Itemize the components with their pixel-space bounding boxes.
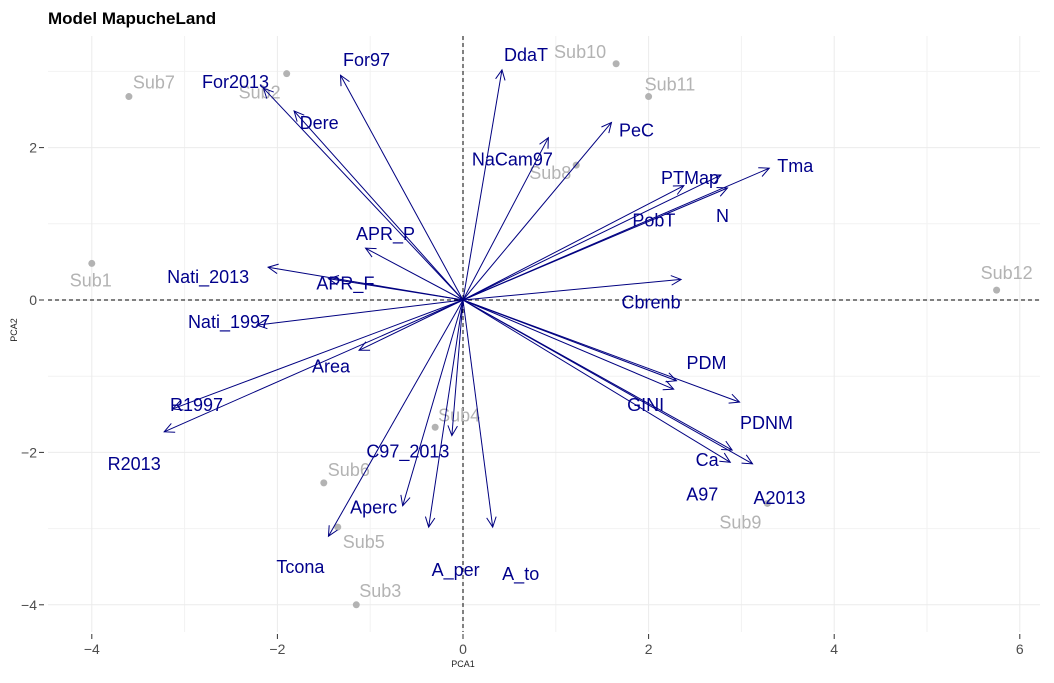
arrow-nacam97 <box>462 136 549 301</box>
arrow-for2013 <box>262 87 464 301</box>
observation-label-sub3: Sub3 <box>359 581 401 601</box>
arrow-a2013 <box>462 299 754 465</box>
variable-label-nati_2013: Nati_2013 <box>167 267 249 288</box>
arrow-tcona <box>327 299 464 538</box>
observation-label-sub4: Sub4 <box>438 405 480 425</box>
arrow-aperc <box>400 299 464 507</box>
observation-label-sub1: Sub1 <box>70 270 112 290</box>
variable-label-tcona: Tcona <box>276 557 325 577</box>
observation-point-sub3 <box>352 601 360 609</box>
chart-title: Model MapucheLand <box>48 9 216 28</box>
variable-label-ptmap: PTMap <box>661 168 719 188</box>
y-tick-label: −4 <box>21 597 37 613</box>
observation-point-sub9 <box>763 499 771 507</box>
arrow-a97 <box>462 299 732 463</box>
arrow-dere <box>293 110 464 301</box>
observation-label-sub5: Sub5 <box>343 532 385 552</box>
variable-label-ca: Ca <box>696 450 720 470</box>
variable-label-area: Area <box>312 356 351 376</box>
variable-label-dere: Dere <box>300 113 339 133</box>
x-axis-ticks: −4 −2 0 2 4 6 <box>84 634 1024 657</box>
variable-label-a_to: A_to <box>502 564 539 585</box>
observation-point-sub7 <box>125 93 133 101</box>
variable-label-apr_p: APR_P <box>356 224 415 245</box>
observation-label-sub10: Sub10 <box>554 42 606 62</box>
variable-label-r1997: R1997 <box>170 395 223 415</box>
variable-label-a2013: A2013 <box>754 488 806 508</box>
variable-label-a_per: A_per <box>432 560 480 581</box>
observation-point-sub2 <box>283 70 291 78</box>
variable-label-pdm: PDM <box>686 353 726 373</box>
variable-labels: For2013 For97 DdaT PeC Dere NaCam97 PTMap Tma Po… <box>108 45 815 585</box>
variable-label-c97_2013: C97_2013 <box>366 442 449 463</box>
variable-label-pdnm: PDNM <box>740 413 793 433</box>
variable-label-ddat: DdaT <box>504 45 548 65</box>
x-tick-label: 4 <box>830 641 838 657</box>
arrow-pobt <box>462 185 685 301</box>
observation-label-sub12: Sub12 <box>981 263 1033 283</box>
observation-label-sub8: Sub8 <box>529 163 571 183</box>
arrow-r1997 <box>171 299 464 411</box>
observation-point-sub12 <box>993 286 1001 294</box>
variable-label-aperc: Aperc <box>350 498 397 518</box>
observation-point-sub5 <box>334 523 342 531</box>
arrow-gini <box>462 299 675 391</box>
y-tick-label: 0 <box>29 292 37 308</box>
observation-label-sub11: Sub11 <box>645 75 696 95</box>
variable-label-pec: PeC <box>619 120 654 140</box>
variable-label-for97: For97 <box>343 50 390 70</box>
arrow-apr_p <box>364 247 464 301</box>
observation-point-sub4 <box>431 423 439 431</box>
arrow-for97 <box>339 74 464 301</box>
variable-label-cbrenb: Cbrenb <box>622 292 681 312</box>
arrow-ddat <box>462 68 506 301</box>
y-axis-ticks: −4 −2 0 2 <box>21 140 44 613</box>
arrow-nati_1997 <box>255 299 464 330</box>
variable-label-gini: GINI <box>627 395 664 415</box>
x-tick-label: −4 <box>84 641 100 657</box>
arrow-c97_2013 <box>447 299 464 437</box>
variable-label-pobt: PobT <box>632 211 675 231</box>
x-axis-title: PCA1 <box>451 659 475 669</box>
x-tick-label: −2 <box>269 641 285 657</box>
arrow-pdnm <box>462 299 741 404</box>
observation-points: Sub1 Sub2 Sub3 Sub4 Sub5 Sub6 Sub7 Sub8 Sub9 Sub1… <box>70 42 1033 609</box>
observation-label-sub2: Sub2 <box>239 83 281 103</box>
arrow-a_to <box>462 299 497 529</box>
observation-point-sub10 <box>612 60 620 68</box>
observation-label-sub9: Sub9 <box>719 512 761 532</box>
arrow-cbrenb <box>462 275 683 301</box>
variable-label-nacam97: NaCam97 <box>472 150 553 170</box>
minor-gridlines <box>48 36 1040 632</box>
variable-label-a97: A97 <box>686 484 718 504</box>
observation-point-sub1 <box>88 259 96 267</box>
observation-point-sub11 <box>645 93 653 101</box>
reference-lines <box>48 36 1040 632</box>
variable-label-tma: Tma <box>777 156 814 176</box>
variable-label-apr_f: APR_F <box>316 274 374 295</box>
arrow-n <box>462 186 729 301</box>
variable-label-nati_1997: Nati_1997 <box>188 312 270 333</box>
variable-arrows <box>163 68 771 538</box>
variable-label-n: N <box>716 206 729 226</box>
observation-label-sub7: Sub7 <box>133 73 175 93</box>
arrow-pec <box>462 121 613 301</box>
variable-label-r2013: R2013 <box>108 454 161 474</box>
arrow-a_per <box>424 299 464 529</box>
y-tick-label: 2 <box>29 140 37 156</box>
x-tick-label: 2 <box>645 641 653 657</box>
y-axis-title: PCA2 <box>9 318 19 342</box>
arrow-apr_f <box>327 275 464 301</box>
y-tick-label: −2 <box>21 444 37 460</box>
arrow-r2013 <box>163 299 464 433</box>
arrow-area <box>358 299 464 351</box>
observation-point-sub6 <box>320 479 328 487</box>
variable-label-for2013: For2013 <box>202 72 269 92</box>
x-tick-label: 6 <box>1016 641 1024 657</box>
x-tick-label: 0 <box>459 641 467 657</box>
observation-label-sub6: Sub6 <box>328 460 370 480</box>
arrow-ptmap <box>462 174 723 301</box>
